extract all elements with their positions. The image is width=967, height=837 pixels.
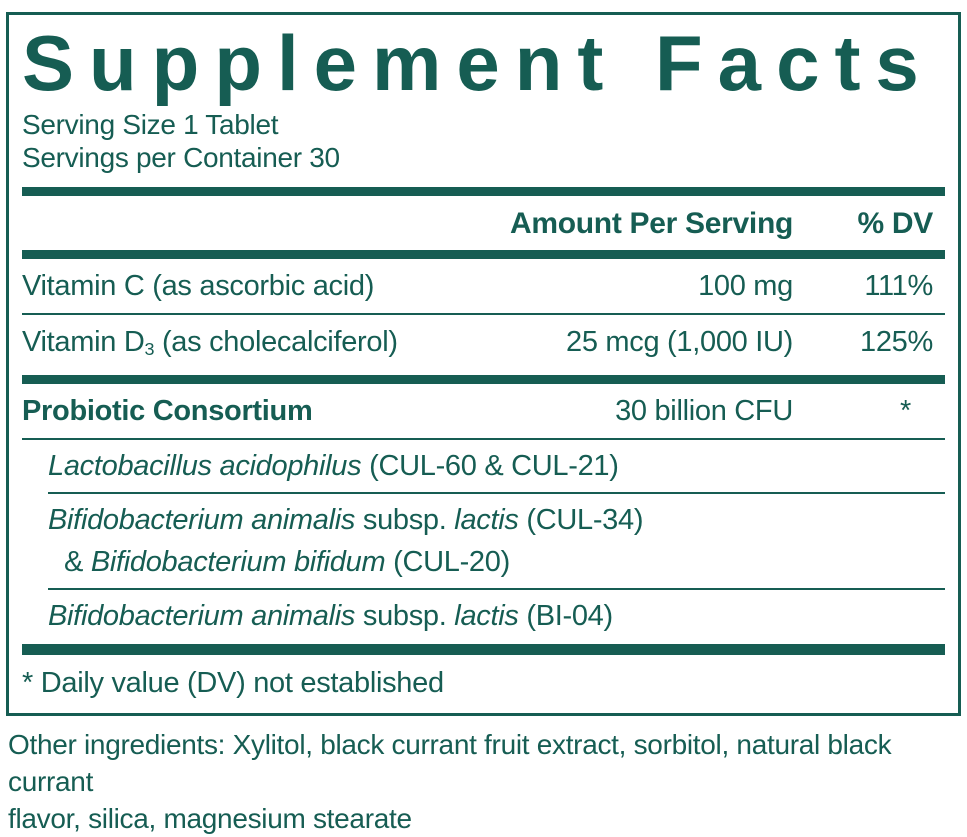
nutrient-dv: 125% (860, 326, 933, 358)
divider-thick-top (22, 187, 945, 196)
strain-code: (CUL-20) (393, 546, 510, 578)
panel-title: Supplement Facts (22, 19, 934, 107)
table-row-vitamin-c: Vitamin C (as ascorbic acid) 100 mg 111% (22, 259, 945, 315)
strain-code: (CUL-34) (526, 504, 644, 536)
strain-line-cul-34: Bifidobacterium animalis subsp. lactis (… (48, 502, 945, 538)
divider-thick-bottom (22, 644, 945, 655)
other-ingredients-text: Other ingredients: Xylitol, black curran… (8, 729, 892, 834)
header-amount-per-serving: Amount Per Serving (510, 207, 793, 240)
strain-code: (CUL-60 & CUL-21) (369, 450, 619, 482)
strain-row-lactobacillus-acidophilus: Lactobacillus acidophilus (CUL-60 & CUL-… (48, 440, 945, 494)
servings-per-container-line: Servings per Container 30 (22, 142, 340, 173)
strain-subspecies: lactis (454, 600, 519, 632)
table-row-vitamin-d3: Vitamin D3 (as cholecalciferol) 25 mcg (… (22, 315, 945, 375)
vitamin-d-subscript: 3 (144, 339, 155, 360)
probiotic-name: Probiotic Consortium (22, 395, 313, 427)
header-percent-dv: % DV (857, 207, 934, 240)
supplement-facts-panel: Supplement Facts Serving Size 1 Tablet S… (6, 12, 961, 716)
nutrient-name: Vitamin C (as ascorbic acid) (22, 270, 375, 302)
strain-code: (BI-04) (526, 600, 613, 632)
strain-species: Bifidobacterium bifidum (90, 546, 386, 578)
supplement-label: Supplement Facts Serving Size 1 Tablet S… (0, 12, 967, 834)
divider-thick-probiotic (22, 375, 945, 384)
divider-thick-under-header (22, 250, 945, 259)
strain-line-cul-20: & Bifidobacterium bifidum (CUL-20) (48, 544, 945, 580)
nutrient-amount: 100 mg (698, 270, 793, 302)
probiotic-amount: 30 billion CFU (615, 395, 793, 427)
strain-row-bifidobacterium-animalis-bi04: Bifidobacterium animalis subsp. lactis (… (48, 590, 945, 644)
probiotic-dv-asterisk: * (900, 395, 911, 427)
vitamin-d-prefix: Vitamin D (22, 326, 145, 358)
table-header-row: Amount Per Serving % DV (22, 196, 945, 250)
strain-subsp: subsp. (362, 504, 447, 536)
strain-subspecies: lactis (454, 504, 519, 536)
serving-size-line: Serving Size 1 Tablet (22, 109, 279, 140)
ampersand: & (64, 546, 84, 578)
table-row-probiotic-consortium: Probiotic Consortium 30 billion CFU * (22, 384, 945, 440)
nutrient-amount: 25 mcg (1,000 IU) (566, 326, 793, 358)
strain-subsp: subsp. (362, 600, 447, 632)
strain-row-bifidobacterium-animalis-bifidum: Bifidobacterium animalis subsp. lactis (… (48, 494, 945, 590)
strain-species: Lactobacillus acidophilus (48, 450, 362, 482)
serving-info: Serving Size 1 Tablet Servings per Conta… (22, 108, 945, 174)
strain-species: Bifidobacterium animalis (48, 504, 356, 536)
nutrient-dv: 111% (864, 270, 933, 302)
daily-value-footnote: * Daily value (DV) not established (22, 667, 444, 699)
nutrient-name: Vitamin D3 (as cholecalciferol) (22, 324, 398, 363)
strain-species: Bifidobacterium animalis (48, 600, 356, 632)
vitamin-d-suffix: (as cholecalciferol) (161, 326, 398, 358)
